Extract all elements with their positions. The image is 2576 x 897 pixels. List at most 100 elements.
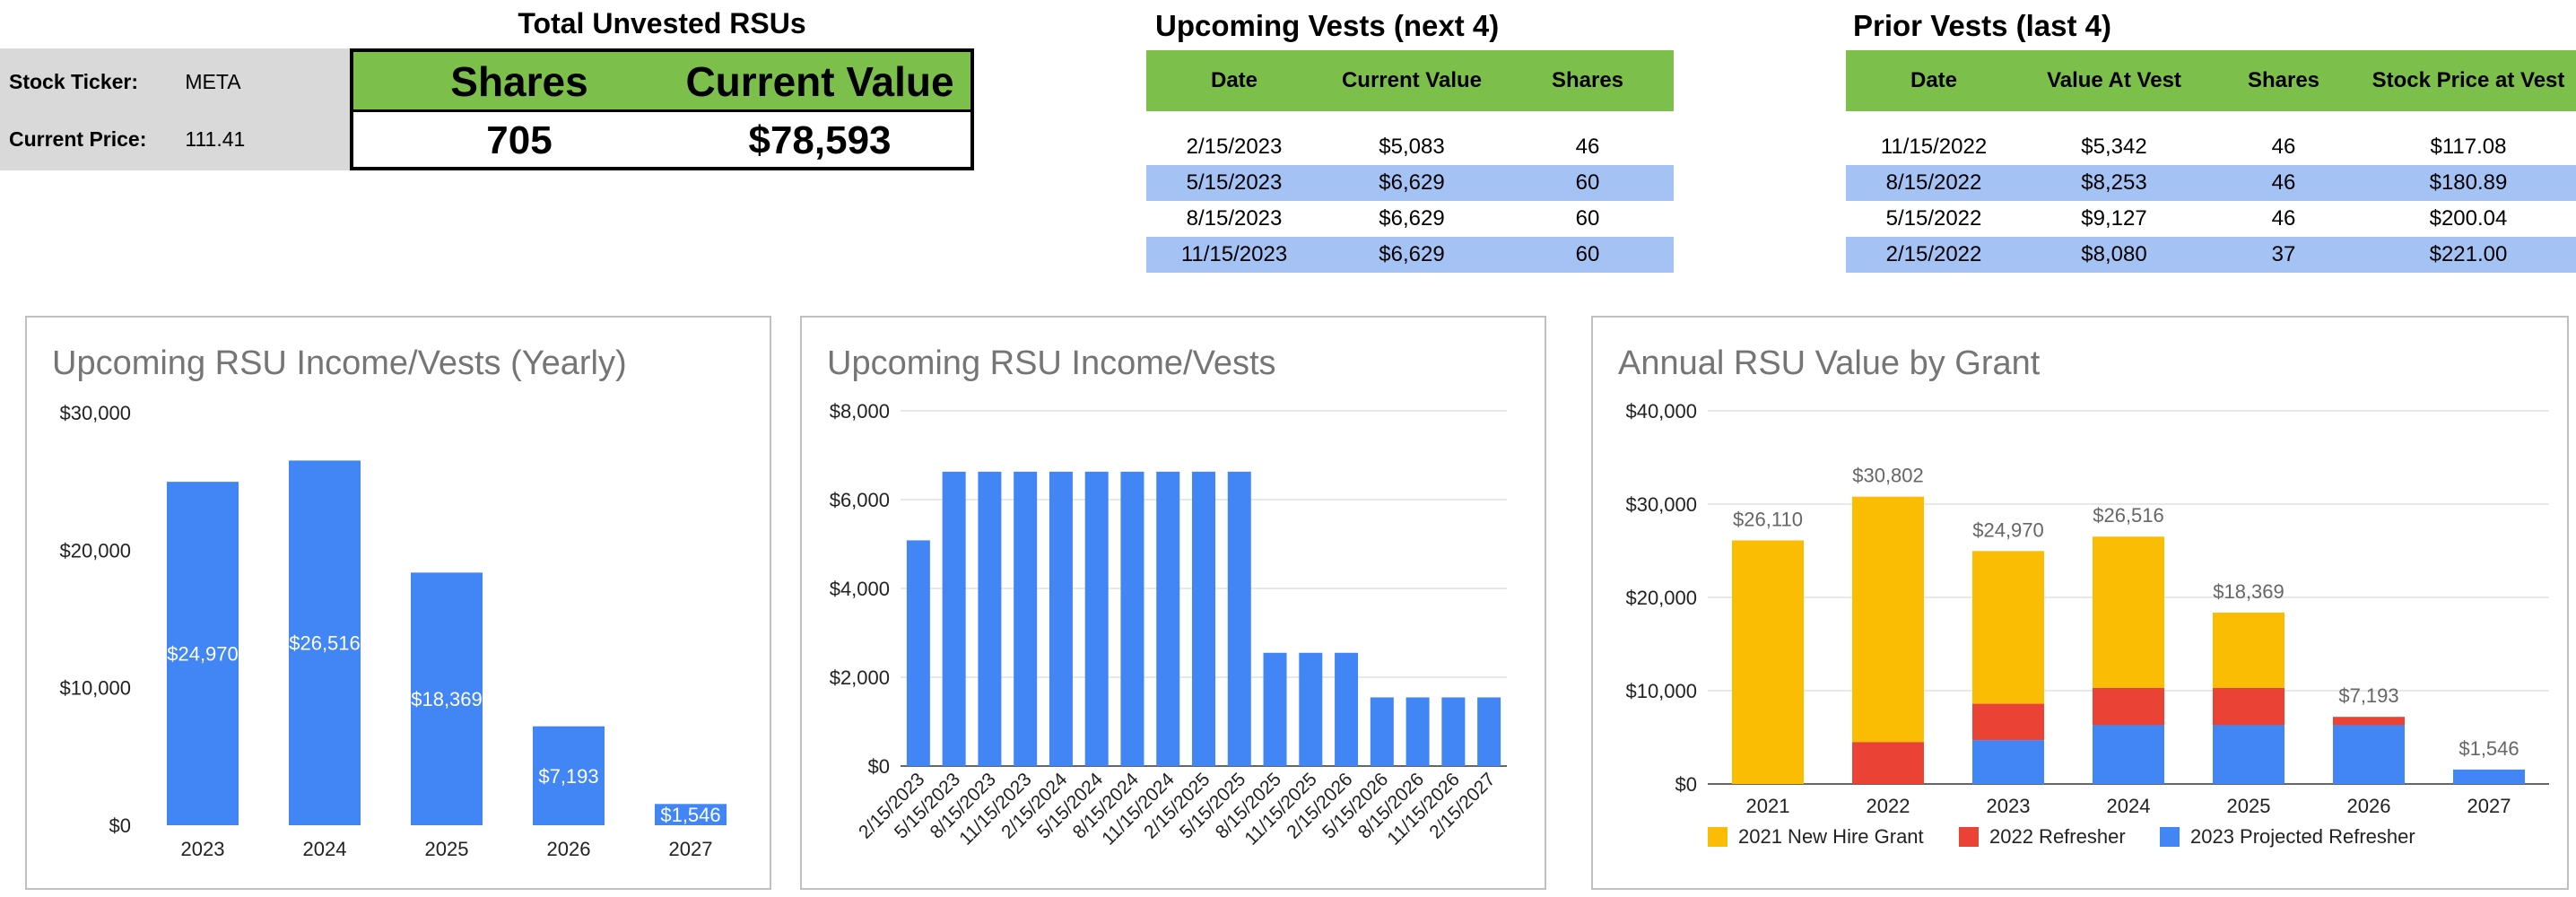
data-label: $7,193 (538, 765, 598, 788)
prior-vests-title: Prior Vests (last 4) (1853, 9, 2111, 42)
y-tick-label: $10,000 (59, 677, 131, 700)
bar (978, 471, 1002, 766)
bar (1405, 697, 1430, 766)
y-tick-label: $0 (868, 755, 890, 778)
stock-ticker-label: Stock Ticker: (9, 70, 139, 93)
column-header: Shares (2206, 50, 2361, 111)
table-cell: 37 (2206, 237, 2361, 273)
table-cell: 8/15/2022 (1846, 165, 2022, 201)
y-tick-label: $40,000 (1625, 400, 1697, 422)
table-row: 2/15/2022 $8,080 37 $221.00 (1846, 237, 2576, 273)
bar-segment (2213, 687, 2284, 726)
table-cell: 2/15/2022 (1846, 237, 2022, 273)
x-tick-label: 2023 (181, 838, 225, 860)
y-tick-label: $4,000 (830, 578, 890, 600)
stock-ticker-value: META (185, 70, 241, 93)
column-header: Shares (1501, 50, 1674, 111)
y-tick-label: $0 (1675, 773, 1697, 796)
bar-segment (2213, 612, 2284, 688)
table-cell: $8,253 (2022, 165, 2206, 201)
bar (533, 726, 605, 825)
current-value-header: Current Value (685, 58, 954, 105)
y-tick-label: $2,000 (830, 666, 890, 689)
yearly-income-chart-panel: Upcoming RSU Income/Vests (Yearly) $0 $10… (25, 316, 771, 890)
table-cell: $8,080 (2022, 237, 2206, 273)
table-cell: 46 (2271, 206, 2296, 231)
unvested-shares-value: 705 (486, 118, 553, 162)
bar (1084, 471, 1109, 766)
x-tick-label: 2027 (2467, 795, 2511, 817)
table-cell: 5/15/2023 (1146, 165, 1322, 201)
total-label: $1,546 (2459, 737, 2519, 760)
data-label: $18,369 (411, 688, 483, 710)
table-row: 8/15/2022 $8,253 46 $180.89 (1846, 165, 2576, 201)
data-label: $26,516 (289, 632, 361, 655)
bar (167, 482, 239, 825)
bar (1477, 697, 1501, 766)
chart-title: Annual RSU Value by Grant (1618, 344, 2041, 382)
total-label: $24,970 (1972, 518, 2044, 541)
bar-segment (2333, 725, 2405, 784)
table-cell: 8/15/2023 (1186, 206, 1283, 231)
table-cell: 2/15/2023 (1186, 135, 1283, 159)
bar (1263, 652, 1287, 766)
chart-title: Upcoming RSU Income/Vests (827, 344, 1276, 382)
shares-header: Shares (450, 58, 588, 105)
y-tick-label: $10,000 (1625, 680, 1697, 702)
y-tick-label: $6,000 (830, 489, 890, 511)
y-tick-label: $20,000 (1625, 587, 1697, 609)
bar (906, 540, 930, 766)
bar-segment (2093, 536, 2164, 688)
y-tick-label: $30,000 (1625, 493, 1697, 516)
prior-vests-table: Date Value At Vest Shares Stock Price at… (1846, 50, 2576, 273)
legend-swatch (2160, 827, 2180, 847)
bar-segment (2093, 687, 2164, 726)
table-cell: 46 (2206, 165, 2361, 201)
y-tick-label: $30,000 (59, 402, 131, 424)
bar (1192, 471, 1215, 766)
stock-info-panel: Stock Ticker: META Current Price: 111.41 (0, 48, 350, 170)
table-cell: 60 (1501, 165, 1674, 201)
table-row: 2/15/2023 $5,083 46 (1146, 129, 1674, 165)
vest-income-chart-panel: Upcoming RSU Income/Vests $0 $2,000 $4,000… (800, 316, 1546, 890)
x-tick-label: 2024 (2107, 795, 2151, 817)
x-tick-label: 2023 (1987, 795, 2031, 817)
bar-segment (2213, 725, 2284, 784)
legend-label: 2022 Refresher (1989, 825, 2126, 848)
table-cell: $6,629 (1379, 206, 1445, 231)
data-label: $24,970 (167, 643, 239, 666)
legend-swatch (1959, 827, 1979, 847)
table-header-row: Date Value At Vest Shares Stock Price at… (1846, 50, 2576, 111)
column-header: Date (1146, 50, 1322, 111)
table-cell: 11/15/2022 (1880, 135, 1988, 159)
bar-segment (1852, 742, 1924, 784)
table-cell: $6,629 (1322, 237, 1501, 273)
current-price-label: Current Price: (9, 127, 147, 151)
legend-label: 2023 Projected Refresher (2190, 825, 2415, 848)
table-row: 11/15/2023 $6,629 60 (1146, 237, 1674, 273)
total-label: $26,516 (2093, 504, 2164, 527)
table-cell: $180.89 (2361, 165, 2576, 201)
x-tick-label: 2026 (2347, 795, 2391, 817)
bar (1299, 652, 1323, 766)
yearly-income-chart: $0 $10,000 $20,000 $30,000 $24,970 2023 $26,51… (59, 402, 727, 860)
upcoming-vests-title: Upcoming Vests (next 4) (1155, 9, 1500, 42)
bar (1441, 697, 1466, 766)
bar (1014, 471, 1038, 766)
table-cell: $5,342 (2081, 135, 2147, 159)
current-price-row: Current Price: 111.41 (9, 127, 245, 152)
bar-segment (1972, 740, 2044, 784)
table-cell: 46 (1575, 135, 1600, 159)
table-cell: $117.08 (2430, 135, 2507, 159)
unvested-current-value: $78,593 (748, 118, 892, 162)
vest-income-chart: $0$2,000$4,000$6,000$8,0002/15/20235/15/… (830, 400, 1507, 849)
table-cell: $5,083 (1379, 135, 1445, 159)
bar-segment (1732, 540, 1804, 784)
table-cell: 60 (1501, 237, 1674, 273)
bar (1335, 652, 1359, 766)
table-cell: 60 (1575, 206, 1600, 231)
bar (1370, 697, 1394, 766)
stock-ticker-row: Stock Ticker: META (9, 70, 241, 94)
table-cell: $200.04 (2429, 206, 2508, 231)
table-row: 8/15/2023 $6,629 60 (1146, 201, 1674, 237)
